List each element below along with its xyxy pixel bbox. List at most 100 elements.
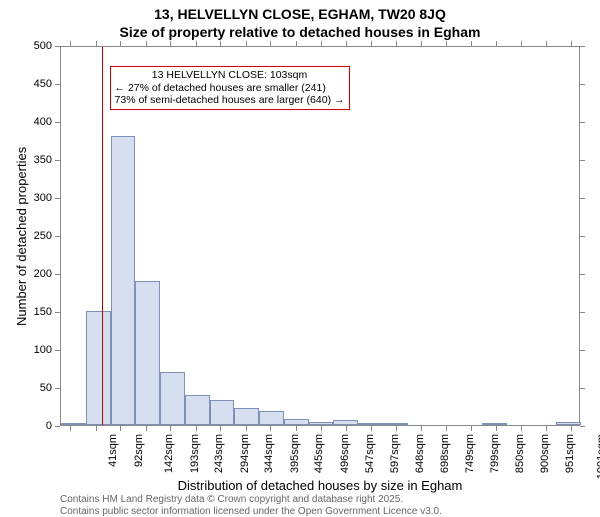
x-tick-mark	[546, 426, 547, 431]
x-tick-label: 597sqm	[389, 434, 401, 473]
x-tick-mark	[446, 426, 447, 431]
x-tick-label: 41sqm	[107, 434, 119, 467]
y-tick-mark	[580, 122, 585, 123]
histogram-bar	[111, 136, 136, 425]
histogram-bar	[234, 408, 259, 425]
x-tick-mark	[396, 426, 397, 431]
histogram-bar	[309, 422, 334, 425]
x-tick-mark	[421, 426, 422, 431]
x-tick-mark	[571, 426, 572, 431]
y-tick-label: 400	[0, 116, 52, 128]
x-tick-mark	[321, 41, 322, 46]
x-tick-label: 294sqm	[239, 434, 251, 473]
x-tick-mark	[296, 426, 297, 431]
y-tick-mark	[55, 274, 60, 275]
x-tick-label: 243sqm	[214, 434, 226, 473]
x-tick-mark	[170, 426, 171, 431]
x-tick-mark	[120, 41, 121, 46]
y-tick-mark	[580, 160, 585, 161]
histogram-bar	[358, 423, 383, 425]
x-tick-mark	[321, 426, 322, 431]
histogram-bar	[185, 395, 210, 425]
histogram-bar	[86, 311, 111, 425]
x-tick-mark	[270, 41, 271, 46]
x-tick-label: 698sqm	[439, 434, 451, 473]
x-tick-mark	[196, 41, 197, 46]
histogram-bar	[135, 281, 160, 425]
x-tick-mark	[571, 41, 572, 46]
x-tick-mark	[146, 41, 147, 46]
x-tick-mark	[270, 426, 271, 431]
chart-container: 13, HELVELLYN CLOSE, EGHAM, TW20 8JQ Siz…	[0, 0, 600, 500]
x-tick-mark	[521, 41, 522, 46]
y-tick-label: 450	[0, 78, 52, 90]
y-tick-mark	[580, 274, 585, 275]
x-tick-mark	[96, 426, 97, 431]
x-tick-mark	[421, 41, 422, 46]
y-tick-mark	[55, 84, 60, 85]
y-tick-mark	[580, 350, 585, 351]
y-tick-mark	[580, 84, 585, 85]
x-tick-mark	[146, 426, 147, 431]
y-tick-mark	[580, 236, 585, 237]
histogram-bar	[556, 422, 581, 425]
x-tick-label: 193sqm	[189, 434, 201, 473]
x-tick-label: 648sqm	[414, 434, 426, 473]
y-tick-mark	[580, 312, 585, 313]
y-tick-label: 500	[0, 40, 52, 52]
y-tick-mark	[55, 426, 60, 427]
x-tick-mark	[346, 426, 347, 431]
histogram-bar	[61, 423, 86, 425]
x-tick-mark	[96, 41, 97, 46]
y-axis-label: Number of detached properties	[14, 147, 29, 326]
x-tick-mark	[220, 41, 221, 46]
y-tick-mark	[580, 198, 585, 199]
x-tick-label: 142sqm	[164, 434, 176, 473]
y-tick-mark	[55, 312, 60, 313]
y-tick-mark	[580, 46, 585, 47]
x-tick-mark	[396, 41, 397, 46]
x-tick-mark	[170, 41, 171, 46]
x-tick-mark	[371, 41, 372, 46]
y-tick-mark	[55, 198, 60, 199]
x-tick-mark	[120, 426, 121, 431]
y-tick-mark	[55, 160, 60, 161]
x-tick-mark	[346, 41, 347, 46]
histogram-bar	[259, 411, 284, 425]
annotation-line-2: ← 27% of detached houses are smaller (24…	[115, 82, 345, 95]
x-tick-label: 496sqm	[339, 434, 351, 473]
y-tick-mark	[55, 46, 60, 47]
annotation-line-3: 73% of semi-detached houses are larger (…	[115, 94, 345, 107]
histogram-bar	[333, 420, 358, 425]
annotation-callout: 13 HELVELLYN CLOSE: 103sqm ← 27% of deta…	[110, 66, 350, 110]
x-tick-mark	[246, 426, 247, 431]
x-tick-mark	[220, 426, 221, 431]
x-tick-label: 395sqm	[289, 434, 301, 473]
x-tick-mark	[196, 426, 197, 431]
y-tick-mark	[55, 350, 60, 351]
x-tick-label: 344sqm	[264, 434, 276, 473]
y-tick-label: 0	[0, 420, 52, 432]
x-tick-label: 900sqm	[539, 434, 551, 473]
x-tick-mark	[496, 41, 497, 46]
footer-attribution-2: Contains public sector information licen…	[60, 506, 442, 517]
y-tick-label: 50	[0, 382, 52, 394]
x-tick-label: 850sqm	[514, 434, 526, 473]
y-tick-label: 100	[0, 344, 52, 356]
chart-title-subtitle: Size of property relative to detached ho…	[0, 24, 600, 40]
x-tick-label: 445sqm	[314, 434, 326, 473]
x-tick-label: 799sqm	[489, 434, 501, 473]
histogram-bar	[284, 419, 309, 425]
plot-area: 13 HELVELLYN CLOSE: 103sqm ← 27% of deta…	[60, 46, 580, 426]
y-tick-mark	[55, 236, 60, 237]
x-tick-mark	[70, 41, 71, 46]
x-tick-label: 951sqm	[564, 434, 576, 473]
y-tick-mark	[55, 388, 60, 389]
x-tick-mark	[70, 426, 71, 431]
x-tick-mark	[521, 426, 522, 431]
x-tick-label: 749sqm	[464, 434, 476, 473]
x-tick-mark	[371, 426, 372, 431]
histogram-bar	[160, 372, 185, 425]
histogram-bar	[210, 400, 235, 425]
x-tick-mark	[246, 41, 247, 46]
